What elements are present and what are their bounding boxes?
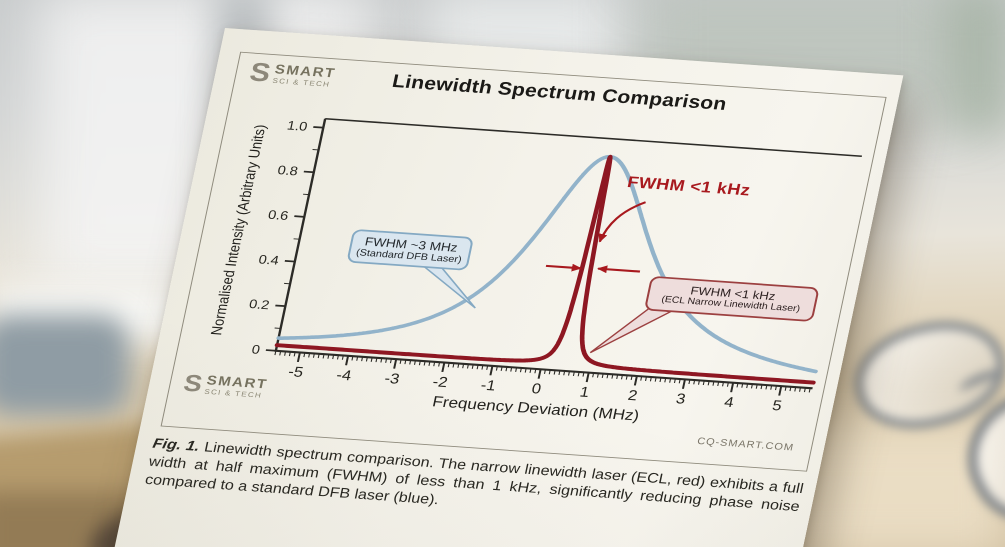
window-foliage-corner (945, 0, 1005, 135)
x-tick-label: -5 (287, 364, 305, 381)
tick-labels: -5 -4 -3 -2 -1 0 1 2 3 4 5 0 0.2 0.4 0.6 0.8 1.0 (248, 118, 783, 414)
y-tick-label: 1.0 (286, 118, 309, 133)
x-tick-label: -4 (335, 367, 353, 384)
major-ticks (265, 126, 783, 396)
printed-figure-sheet: S SMART SCI & TECH Linewidth Spectrum Co… (97, 28, 904, 547)
smart-logo-bottom: S SMART SCI & TECH (181, 369, 269, 400)
x-tick-label: 0 (530, 381, 543, 397)
axes (265, 117, 863, 396)
fwhm-curved-arrow (598, 201, 646, 243)
x-tick-label: -2 (431, 374, 449, 391)
y-tick-label: 0.8 (276, 163, 299, 178)
x-tick-label: 3 (674, 391, 686, 407)
blue-callout-tail (421, 265, 476, 309)
ecl-laser-curve (274, 154, 816, 385)
x-tick-label: 1 (578, 385, 590, 401)
fwhm-arrow-right (597, 265, 641, 274)
y-tick-label: 0.2 (248, 297, 271, 312)
x-tick-label: 2 (626, 388, 638, 404)
y-tick-label: 0.4 (257, 252, 280, 267)
caption-label: Fig. 1. (151, 436, 201, 455)
x-tick-label: -1 (479, 378, 497, 395)
blurred-object-left (0, 315, 130, 415)
x-tick-label: -3 (383, 371, 401, 388)
fwhm-arrow-left (545, 263, 582, 272)
plot-top-line (325, 117, 863, 158)
eyeglasses (840, 300, 1005, 547)
x-tick-label: 5 (771, 398, 783, 414)
smart-logo-icon: S (181, 369, 205, 397)
minor-ticks (274, 126, 811, 393)
spectrum-plot: -5 -4 -3 -2 -1 0 1 2 3 4 5 0 0.2 0.4 0.6 0.8 1.0 (248, 117, 863, 414)
y-tick-label: 0 (250, 342, 261, 356)
x-tick-label: 4 (723, 395, 736, 411)
y-tick-label: 0.6 (267, 208, 290, 223)
